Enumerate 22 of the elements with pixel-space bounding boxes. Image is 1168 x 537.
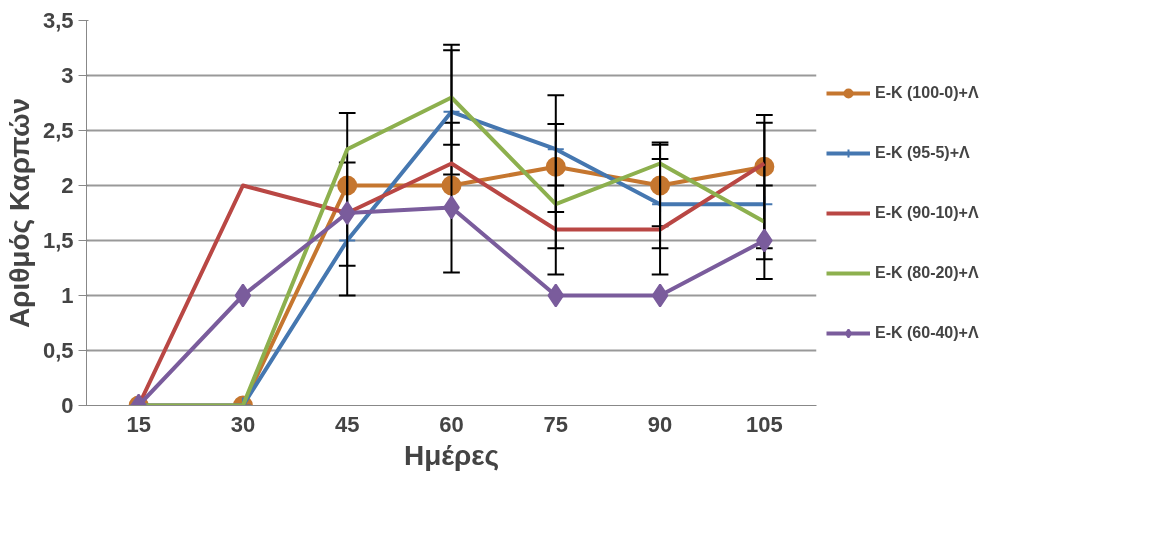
y-tick-label: 0 bbox=[61, 393, 74, 418]
x-axis-title: Ημέρες bbox=[403, 439, 500, 471]
x-tick-label: 105 bbox=[746, 411, 783, 437]
y-tick-label: 2 bbox=[61, 173, 74, 198]
x-tick-label: 75 bbox=[543, 411, 569, 437]
y-tick-label: 0,5 bbox=[42, 338, 74, 363]
legend-label: E-K (80-20)+Λ bbox=[875, 263, 980, 282]
y-tick-label: 1 bbox=[61, 283, 74, 308]
y-tick-label: 3,5 bbox=[42, 8, 74, 33]
x-tick-label: 60 bbox=[439, 411, 464, 437]
y-axis-title: Αριθμός Καρπών bbox=[3, 97, 35, 329]
x-tick-label: 90 bbox=[647, 411, 673, 437]
legend-label: E-K (95-5)+Λ bbox=[875, 143, 971, 162]
x-tick-label: 15 bbox=[126, 411, 151, 437]
x-tick-label: 45 bbox=[334, 411, 360, 437]
y-tick-label: 2,5 bbox=[42, 118, 74, 143]
legend-label: E-K (100-0)+Λ bbox=[875, 83, 980, 102]
legend-label: E-K (60-40)+Λ bbox=[875, 323, 980, 342]
x-tick-label: 30 bbox=[230, 411, 256, 437]
y-tick-label: 3 bbox=[61, 63, 74, 88]
y-tick-label: 1,5 bbox=[42, 228, 74, 253]
legend-label: E-K (90-10)+Λ bbox=[875, 203, 980, 222]
